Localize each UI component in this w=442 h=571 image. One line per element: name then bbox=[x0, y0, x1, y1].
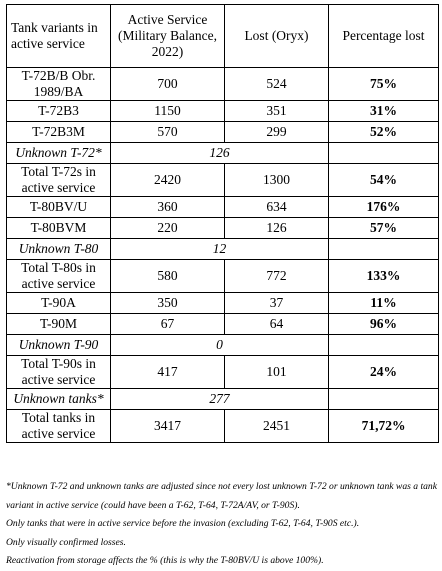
table-row: Total T-90s in active service 417 101 24% bbox=[6, 355, 439, 389]
row-percentage-lost: 52% bbox=[328, 121, 439, 143]
row-percentage-lost: 31% bbox=[328, 100, 439, 122]
footnote-line: *Unknown T-72 and unknown tanks are adju… bbox=[6, 481, 437, 511]
row-lost-count: 351 bbox=[224, 100, 329, 122]
row-active-service: 350 bbox=[110, 292, 225, 314]
row-lost-count: 12 bbox=[110, 238, 329, 260]
row-lost-count: 277 bbox=[110, 388, 329, 410]
row-percentage-lost: 71,72% bbox=[328, 409, 439, 443]
row-percentage-lost bbox=[328, 238, 439, 260]
row-lost-count: 126 bbox=[224, 217, 329, 239]
row-variant-name: Unknown T-80 bbox=[6, 238, 111, 260]
table-row: T-90A 350 37 11% bbox=[6, 292, 439, 314]
table-row: T-72B/B Obr. 1989/BA 700 524 75% bbox=[6, 67, 439, 101]
table-row: Unknown tanks* 277 bbox=[6, 388, 439, 410]
row-variant-name: Total T-90s in active service bbox=[6, 355, 111, 389]
table-row: T-72B3M 570 299 52% bbox=[6, 121, 439, 143]
row-percentage-lost: 11% bbox=[328, 292, 439, 314]
row-lost-count: 524 bbox=[224, 67, 329, 101]
row-variant-name: T-80BVM bbox=[6, 217, 111, 239]
row-percentage-lost: 57% bbox=[328, 217, 439, 239]
row-active-service: 2420 bbox=[110, 163, 225, 197]
row-lost-count: 37 bbox=[224, 292, 329, 314]
row-percentage-lost: 133% bbox=[328, 259, 439, 293]
row-variant-name: T-72B3 bbox=[6, 100, 111, 122]
row-percentage-lost bbox=[328, 388, 439, 410]
footnotes: *Unknown T-72 and unknown tanks are adju… bbox=[6, 478, 438, 571]
header-active-service: Active Service (Military Balance, 2022) bbox=[110, 4, 225, 68]
footnote-line: Only visually confirmed losses. bbox=[6, 536, 126, 548]
table-row: Total T-80s in active service 580 772 133% bbox=[6, 259, 439, 293]
row-percentage-lost: 24% bbox=[328, 355, 439, 389]
row-variant-name: Unknown tanks* bbox=[6, 388, 111, 410]
row-lost-count: 634 bbox=[224, 196, 329, 218]
footnote-line: Reactivation from storage affects the % … bbox=[6, 555, 324, 567]
table-row: T-80BVM 220 126 57% bbox=[6, 217, 439, 239]
row-lost-count: 299 bbox=[224, 121, 329, 143]
row-percentage-lost: 54% bbox=[328, 163, 439, 197]
table-row: Total tanks in active service 3417 2451 71,… bbox=[6, 409, 439, 443]
table-row: T-72B3 1150 351 31% bbox=[6, 100, 439, 122]
row-lost-count: 101 bbox=[224, 355, 329, 389]
table-row: Unknown T-72* 126 bbox=[6, 142, 439, 164]
row-lost-count: 126 bbox=[110, 142, 329, 164]
row-active-service: 1150 bbox=[110, 100, 225, 122]
row-active-service: 360 bbox=[110, 196, 225, 218]
row-percentage-lost: 75% bbox=[328, 67, 439, 101]
row-percentage-lost: 96% bbox=[328, 313, 439, 335]
row-percentage-lost bbox=[328, 142, 439, 164]
row-active-service: 220 bbox=[110, 217, 225, 239]
row-variant-name: Unknown T-90 bbox=[6, 334, 111, 356]
table-row: Total T-72s in active service 2420 1300 54% bbox=[6, 163, 439, 197]
table-header-row: Tank variants in active service Active S… bbox=[6, 4, 439, 68]
table-row: T-80BV/U 360 634 176% bbox=[6, 196, 439, 218]
row-variant-name: T-72B3M bbox=[6, 121, 111, 143]
row-active-service: 580 bbox=[110, 259, 225, 293]
row-active-service: 570 bbox=[110, 121, 225, 143]
row-variant-name: T-80BV/U bbox=[6, 196, 111, 218]
row-variant-name: Unknown T-72* bbox=[6, 142, 111, 164]
row-active-service: 700 bbox=[110, 67, 225, 101]
row-variant-name: Total tanks in active service bbox=[6, 409, 111, 443]
table-row: Unknown T-80 12 bbox=[6, 238, 439, 260]
row-variant-name: Total T-72s in active service bbox=[6, 163, 111, 197]
row-lost-count: 64 bbox=[224, 313, 329, 335]
row-variant-name: Total T-80s in active service bbox=[6, 259, 111, 293]
row-percentage-lost: 176% bbox=[328, 196, 439, 218]
row-variant-name: T-72B/B Obr. 1989/BA bbox=[6, 67, 111, 101]
row-lost-count: 0 bbox=[110, 334, 329, 356]
footnote-line: Only tanks that were in active service b… bbox=[6, 518, 360, 530]
tank-losses-table: Tank variants in active service Active S… bbox=[6, 4, 439, 443]
row-lost-count: 1300 bbox=[224, 163, 329, 197]
header-lost: Lost (Oryx) bbox=[224, 4, 329, 68]
table-row: T-90M 67 64 96% bbox=[6, 313, 439, 335]
row-active-service: 3417 bbox=[110, 409, 225, 443]
header-tank-variants: Tank variants in active service bbox=[6, 4, 111, 68]
table-row: Unknown T-90 0 bbox=[6, 334, 439, 356]
row-lost-count: 2451 bbox=[224, 409, 329, 443]
row-variant-name: T-90A bbox=[6, 292, 111, 314]
header-percentage-lost: Percentage lost bbox=[328, 4, 439, 68]
row-variant-name: T-90M bbox=[6, 313, 111, 335]
row-lost-count: 772 bbox=[224, 259, 329, 293]
table-body: T-72B/B Obr. 1989/BA 700 524 75% T-72B3 1150 3… bbox=[6, 67, 439, 443]
row-active-service: 417 bbox=[110, 355, 225, 389]
row-percentage-lost bbox=[328, 334, 439, 356]
row-active-service: 67 bbox=[110, 313, 225, 335]
